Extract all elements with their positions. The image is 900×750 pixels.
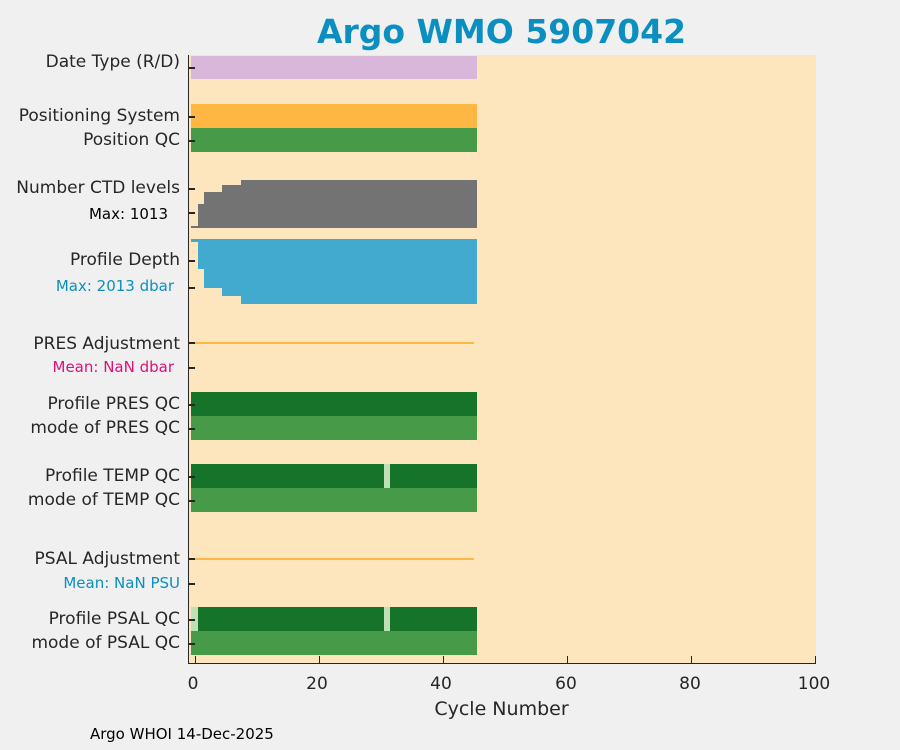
y-tick: [189, 583, 195, 585]
label-profile-depth: Profile Depth: [69, 250, 180, 270]
bar-positioning: [191, 104, 477, 128]
bar-ctd-levels: [203, 191, 223, 228]
label-psal-adj: PSAL Adjustment: [34, 549, 180, 569]
y-tick: [189, 260, 195, 262]
y-tick: [189, 188, 195, 190]
y-tick: [189, 404, 195, 406]
y-tick: [189, 67, 195, 69]
bar-psal-qc-flag: [383, 607, 390, 631]
y-tick: [189, 476, 195, 478]
label-positioning: Positioning System: [18, 106, 180, 126]
y-tick: [189, 643, 195, 645]
x-tick-label: 40: [430, 674, 452, 694]
plot-area: [188, 55, 817, 664]
x-tick: [442, 656, 445, 663]
y-tick: [189, 287, 195, 289]
label-pres-mode: mode of PRES QC: [30, 418, 180, 438]
label-ctd-max: Max: 1013: [88, 205, 168, 223]
bar-ctd-levels: [241, 180, 477, 228]
x-tick: [318, 656, 321, 663]
x-tick-label: 60: [555, 674, 577, 694]
x-tick-label: 0: [187, 674, 199, 694]
bar-temp-qc: [191, 464, 477, 488]
label-psal-mean: Mean: NaN PSU: [63, 574, 180, 592]
x-tick: [566, 656, 569, 663]
line-pres-adjustment: [192, 342, 474, 344]
bar-profile-depth: [203, 239, 223, 288]
label-psal-mode: mode of PSAL QC: [31, 633, 180, 653]
bar-profile-depth: [222, 239, 242, 297]
bar-date-type: [191, 56, 477, 79]
bar-pres-mode: [191, 416, 477, 440]
bar-temp-mode: [191, 488, 477, 512]
y-tick: [189, 558, 195, 560]
y-tick: [189, 619, 195, 621]
bar-ctd-levels: [191, 226, 198, 228]
y-tick: [189, 428, 195, 430]
label-depth-max: Max: 2013 dbar: [55, 277, 174, 295]
x-axis-label: Cycle Number: [434, 698, 569, 720]
x-tick: [690, 656, 693, 663]
footer-credit: Argo WHOI 14-Dec-2025: [90, 725, 274, 743]
bar-profile-depth: [197, 239, 204, 269]
bar-psal-mode: [191, 631, 477, 655]
y-tick: [189, 212, 195, 214]
x-tick: [194, 656, 197, 663]
bar-temp-qc-flag: [383, 464, 390, 488]
label-position-qc: Position QC: [83, 130, 180, 150]
bar-profile-depth: [191, 239, 198, 242]
label-temp-mode: mode of TEMP QC: [27, 490, 180, 510]
label-date-type: Date Type (R/D): [45, 52, 180, 72]
y-tick: [189, 500, 195, 502]
y-tick: [189, 367, 195, 369]
bar-position-qc: [191, 128, 477, 152]
label-ctd-levels: Number CTD levels: [16, 178, 180, 198]
chart-title: Argo WMO 5907042: [316, 12, 687, 51]
label-pres-qc: Profile PRES QC: [47, 394, 180, 414]
x-tick-label: 100: [797, 674, 831, 694]
bar-pres-qc: [191, 392, 477, 416]
y-tick: [189, 140, 195, 142]
bar-ctd-levels: [222, 184, 242, 228]
x-tick-label: 80: [679, 674, 701, 694]
bar-ctd-levels: [197, 204, 204, 228]
label-psal-qc: Profile PSAL QC: [48, 609, 180, 629]
y-tick: [189, 342, 195, 344]
y-tick: [189, 116, 195, 118]
x-tick: [814, 656, 817, 663]
line-psal-adjustment: [192, 558, 474, 560]
label-pres-adj: PRES Adjustment: [33, 334, 180, 354]
bar-profile-depth: [241, 239, 477, 304]
x-tick-label: 20: [306, 674, 328, 694]
label-temp-qc: Profile TEMP QC: [45, 466, 180, 486]
label-pres-mean: Mean: NaN dbar: [52, 358, 175, 376]
bar-psal-qc: [191, 607, 477, 631]
